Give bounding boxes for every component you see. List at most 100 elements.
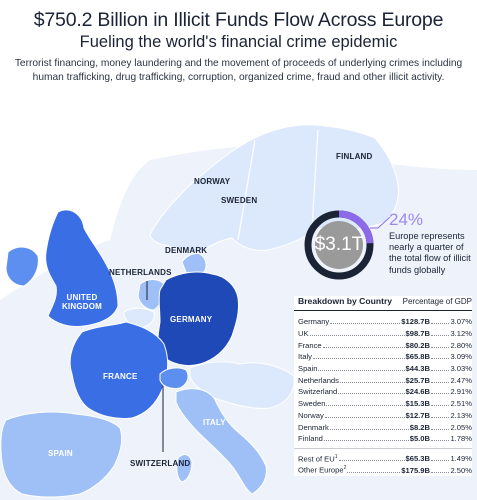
country-name: Norway	[298, 411, 324, 420]
gdp-percentage-text: 1.78%	[450, 434, 472, 444]
label-spain: SPAIN	[48, 449, 73, 458]
breakdown-table: Breakdown by Country Percentage of GDP G…	[294, 296, 472, 476]
gdp-percentage-text: 2.05%	[450, 422, 472, 432]
map-sardinia	[176, 454, 193, 483]
country-name: France	[298, 341, 322, 350]
gdp-percentage: 1.49%	[430, 454, 472, 463]
illicit-flow-value: $15.3B	[405, 399, 431, 409]
table-row: Spain $44.3B 3.03%	[294, 363, 472, 375]
gdp-percentage-text: 3.07%	[450, 317, 472, 327]
dot-leader	[324, 416, 405, 418]
country-name-text: France	[298, 340, 322, 350]
gdp-percentage: 3.07%	[430, 317, 472, 326]
illicit-flow-value: $80.2B	[405, 340, 431, 350]
gdp-percentage: 3.03%	[430, 364, 472, 373]
dot-leader	[322, 346, 405, 348]
dot-leader	[431, 381, 450, 383]
gdp-percentage: 2.51%	[430, 399, 472, 408]
dot-leader	[431, 459, 450, 461]
gdp-percentage-text: 2.91%	[450, 387, 472, 397]
dot-leader	[338, 393, 405, 395]
dot-leader	[431, 346, 450, 348]
footnote-marker: 2	[343, 465, 347, 472]
dot-leader	[431, 358, 450, 360]
gdp-percentage-text: 2.13%	[450, 410, 472, 420]
table-rows: Germany $128.7B 3.07% UK $98.7B 3.12% France $8…	[294, 311, 472, 445]
illicit-flow-value: $5.0B	[409, 434, 430, 444]
illicit-flow-value: $8.2B	[409, 422, 430, 432]
map-italy	[175, 388, 267, 495]
header: $750.2 Billion in Illicit Funds Flow Acr…	[0, 0, 477, 84]
border-norway-sweden	[237, 139, 256, 241]
dot-leader	[338, 459, 405, 461]
dot-leader	[326, 405, 405, 407]
stat-description: Europe represents nearly a quarter of th…	[389, 231, 471, 275]
label-sweden: SWEDEN	[221, 196, 258, 205]
border-sweden-finland	[311, 129, 319, 229]
illicit-flow-value: $65.8B	[405, 352, 431, 362]
stat-connector-line	[370, 216, 391, 229]
country-name: Sweden	[298, 399, 325, 408]
page-description: Terrorist financing, money laundering an…	[14, 58, 463, 83]
gdp-percentage-text: 2.50%	[450, 465, 472, 475]
table-row: Switzerland $24.6B 2.91%	[294, 386, 472, 398]
label-denmark: DENMARK	[165, 246, 208, 255]
country-name: Rest of EU1	[298, 454, 338, 464]
page-title: $750.2 Billion in Illicit Funds Flow Acr…	[33, 9, 444, 31]
gdp-percentage-text: 1.49%	[450, 453, 472, 463]
gdp-percentage-text: 2.80%	[450, 340, 472, 350]
country-name: Finland	[298, 434, 323, 443]
dot-leader	[431, 440, 450, 442]
dot-leader	[323, 440, 409, 442]
table-title: Breakdown by Country	[298, 296, 393, 306]
gdp-percentage: 3.09%	[430, 352, 472, 361]
donut-center	[315, 221, 363, 269]
footnote-marker: 1	[334, 453, 338, 460]
illicit-flow-value: $175.9B	[401, 465, 430, 475]
country-name-text: Other Europe	[298, 465, 344, 475]
gdp-percentage: 2.13%	[430, 411, 472, 420]
label-netherlands: NETHERLANDS	[109, 268, 172, 277]
dot-leader	[312, 358, 405, 360]
dot-leader	[431, 405, 450, 407]
dot-leader	[431, 428, 450, 430]
illicit-flow-value: $12.7B	[405, 410, 431, 420]
stat-value: $3.1T	[314, 234, 364, 255]
gdp-percentage-text: 3.03%	[450, 364, 472, 374]
gdp-percentage: 2.47%	[430, 376, 472, 385]
map-spain	[0, 411, 123, 498]
donut-share-arc	[304, 210, 374, 280]
illicit-flow-value: $25.7B	[405, 375, 431, 385]
illicit-flow-value: $128.7B	[401, 317, 430, 327]
table-column-header: Percentage of GDP	[402, 297, 472, 306]
country-name: Other Europe2	[298, 465, 346, 475]
label-united-kingdom: UNITED KINGDOM	[56, 293, 108, 311]
dot-leader	[431, 393, 450, 395]
table-row: Other Europe2 $175.9B 2.50%	[294, 464, 472, 476]
country-name: Netherlands	[298, 376, 339, 385]
illicit-flow-value: $44.3B	[405, 364, 431, 374]
dot-leader	[318, 370, 405, 372]
dot-leader	[431, 416, 450, 418]
country-name-text: Switzerland	[298, 387, 338, 397]
country-name-text: Rest of EU	[298, 454, 335, 464]
table-row: Germany $128.7B 3.07%	[294, 316, 472, 328]
label-france: FRANCE	[103, 372, 138, 381]
gdp-percentage: 2.80%	[430, 341, 472, 350]
map-scandinavia	[149, 124, 399, 253]
page-subtitle: Fueling the world's financial crime epid…	[79, 33, 398, 51]
country-name-text: Spain	[298, 364, 318, 374]
dot-leader	[339, 381, 405, 383]
country-name: Denmark	[298, 423, 329, 432]
country-name-text: Norway	[298, 410, 324, 420]
table-row: Denmark $8.2B 2.05%	[294, 421, 472, 433]
table-row: Sweden $15.3B 2.51%	[294, 398, 472, 410]
country-name-text: UK	[298, 329, 309, 339]
gdp-percentage: 2.91%	[430, 387, 472, 396]
label-finland: FINLAND	[336, 152, 373, 161]
country-name-text: Finland	[298, 434, 323, 444]
gdp-percentage: 2.05%	[430, 423, 472, 432]
country-name: Germany	[298, 317, 329, 326]
dot-leader	[309, 335, 405, 337]
dot-leader	[431, 323, 450, 325]
